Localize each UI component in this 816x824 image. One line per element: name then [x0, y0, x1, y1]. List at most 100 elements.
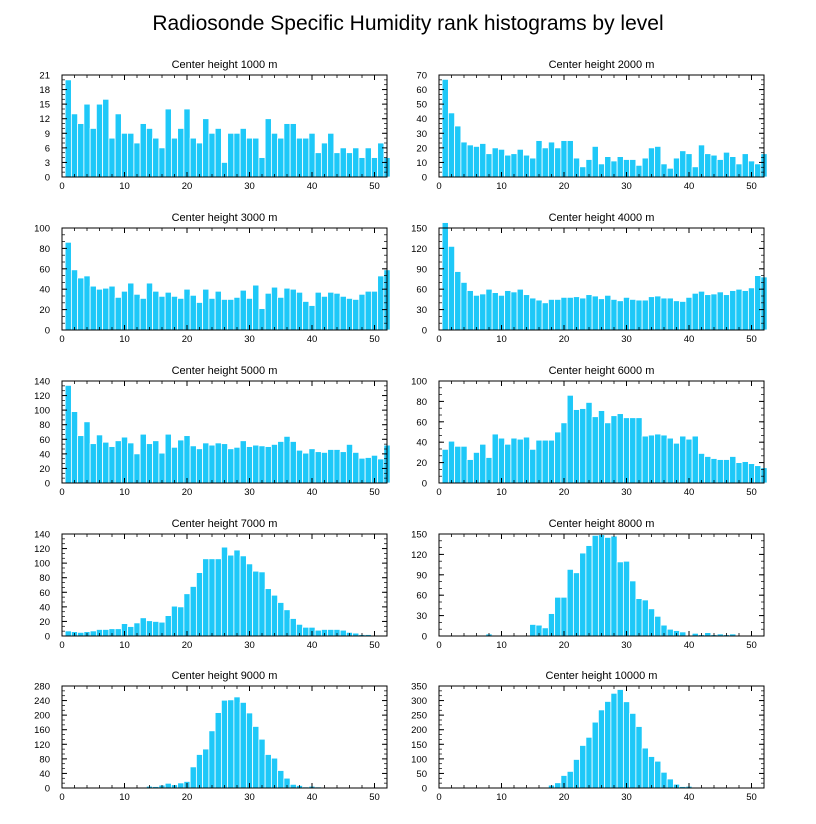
bar — [327, 629, 335, 637]
x-tick-label: 20 — [182, 487, 193, 498]
y-tick-label: 120 — [34, 391, 50, 402]
bar — [239, 440, 247, 484]
bar — [647, 147, 656, 178]
bar — [654, 615, 662, 637]
panel: Center height 2000 m 0 10 20 30 40 50 0 10 20 30 40… — [416, 59, 768, 192]
x-tick-label: 40 — [307, 487, 318, 498]
bar — [164, 782, 172, 789]
bar — [485, 288, 493, 331]
bar — [741, 461, 749, 484]
y-tick-label: 120 — [34, 740, 50, 751]
bar — [227, 554, 235, 637]
bar — [491, 292, 499, 331]
bar — [208, 132, 216, 178]
y-tick-label: 100 — [34, 224, 50, 235]
bar — [70, 113, 79, 178]
bar — [64, 630, 72, 637]
panel: Center height 5000 m 0 10 20 30 40 50 0 20 40 60 80… — [34, 365, 391, 498]
bar — [239, 128, 247, 178]
bar — [245, 446, 254, 484]
bar — [352, 298, 360, 331]
bar — [710, 154, 718, 178]
bar — [214, 128, 222, 178]
y-tick-label: 50 — [416, 100, 427, 111]
bar — [722, 151, 731, 178]
panel: Center height 4000 m 0 10 20 30 40 50 0 30 60 90 12… — [411, 212, 768, 345]
bar — [741, 153, 749, 178]
panel: Center height 8000 m 0 10 20 30 40 50 0 30 60 90 12… — [411, 518, 765, 651]
y-tick-label: 30 — [416, 611, 427, 622]
y-tick-label: 30 — [416, 129, 427, 140]
bar — [610, 298, 618, 331]
bar — [364, 147, 372, 178]
bar — [114, 296, 122, 331]
bar — [245, 563, 254, 637]
panel-title: Center height 3000 m — [172, 212, 278, 224]
bar — [183, 288, 191, 331]
bar — [491, 147, 499, 178]
y-tick-label: 100 — [34, 559, 50, 570]
y-tick-label: 70 — [416, 71, 427, 82]
bar — [239, 289, 247, 331]
bar — [183, 435, 191, 484]
bar — [264, 754, 272, 789]
y-tick-label: 120 — [411, 550, 427, 561]
bar — [333, 152, 341, 178]
x-tick-label: 50 — [369, 487, 380, 498]
x-tick-label: 30 — [244, 487, 255, 498]
x-tick-label: 50 — [369, 181, 380, 192]
y-tick-label: 40 — [39, 769, 50, 780]
bar — [516, 148, 524, 178]
bar — [522, 154, 531, 178]
y-tick-label: 80 — [416, 397, 427, 408]
bar — [522, 294, 531, 331]
y-tick-label: 90 — [416, 570, 427, 581]
bar — [754, 275, 762, 331]
bar — [339, 147, 347, 178]
panel-title: Center height 9000 m — [172, 670, 278, 682]
bar — [220, 546, 229, 637]
bar — [289, 783, 297, 789]
y-tick-label: 0 — [45, 326, 50, 337]
bar — [554, 596, 562, 637]
bar — [447, 440, 456, 484]
bar — [114, 113, 122, 178]
x-tick-label: 20 — [559, 487, 570, 498]
bar — [660, 434, 668, 484]
bar — [454, 125, 462, 178]
x-tick-label: 0 — [436, 181, 441, 192]
bar — [83, 103, 91, 178]
bar — [264, 118, 272, 178]
bar — [454, 445, 462, 484]
bar — [189, 586, 197, 637]
x-tick-label: 40 — [684, 487, 695, 498]
panel-title: Center height 2000 m — [549, 59, 655, 71]
bar — [504, 443, 512, 484]
y-tick-label: 15 — [39, 100, 50, 111]
bar — [127, 132, 135, 178]
bar — [302, 137, 310, 178]
bar — [195, 142, 204, 178]
bar — [164, 615, 172, 637]
bar — [472, 145, 481, 178]
bar — [177, 439, 185, 484]
bar — [504, 290, 512, 331]
bar — [127, 442, 135, 484]
y-tick-label: 40 — [39, 449, 50, 460]
bar — [547, 613, 556, 637]
bar — [139, 433, 147, 484]
y-tick-label: 150 — [411, 530, 427, 541]
bar — [485, 153, 493, 178]
bar — [283, 287, 291, 331]
y-tick-label: 200 — [411, 725, 427, 736]
x-tick-label: 10 — [496, 640, 507, 651]
bar — [202, 118, 210, 178]
y-tick-label: 240 — [34, 696, 50, 707]
y-tick-label: 0 — [422, 326, 427, 337]
bar — [195, 572, 204, 637]
x-tick-label: 50 — [369, 334, 380, 345]
bar — [741, 290, 749, 331]
bar — [466, 459, 474, 484]
bar — [258, 571, 266, 637]
bar — [585, 736, 593, 789]
